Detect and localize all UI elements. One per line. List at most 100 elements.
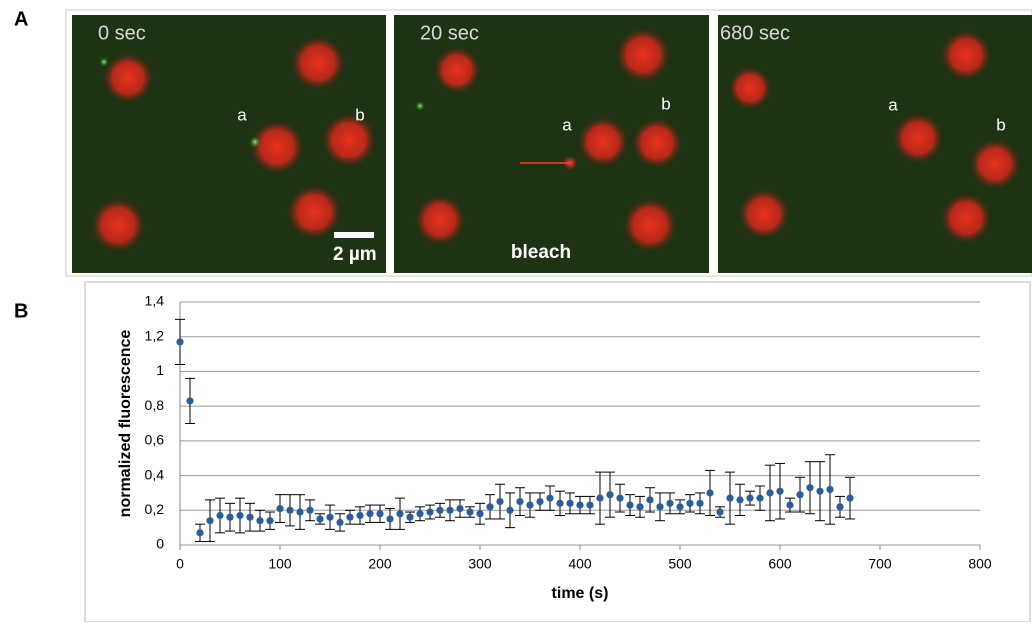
micrograph bbox=[72, 15, 386, 273]
data-point bbox=[386, 515, 394, 523]
data-point bbox=[776, 487, 784, 495]
y-tick-label: 1,2 bbox=[145, 327, 165, 343]
data-point bbox=[226, 513, 234, 521]
data-point bbox=[286, 506, 294, 514]
data-point bbox=[586, 501, 594, 509]
scale-bar-label: 2 µm bbox=[333, 244, 377, 265]
y-tick-label: 0,6 bbox=[145, 432, 165, 448]
data-point bbox=[626, 501, 634, 509]
micrograph bbox=[718, 15, 1032, 273]
x-tick-label: 100 bbox=[268, 556, 292, 572]
data-point bbox=[326, 513, 334, 521]
data-point bbox=[346, 513, 354, 521]
data-point bbox=[806, 484, 814, 492]
data-point bbox=[736, 496, 744, 504]
panel-label: A bbox=[14, 8, 28, 30]
data-point bbox=[816, 487, 824, 495]
data-point bbox=[216, 511, 224, 520]
x-tick-label: 600 bbox=[768, 556, 792, 572]
data-point bbox=[696, 499, 704, 507]
x-tick-label: 300 bbox=[468, 556, 492, 572]
data-point bbox=[196, 529, 204, 537]
cell-label: b bbox=[996, 115, 1005, 134]
data-point bbox=[526, 501, 534, 509]
data-point bbox=[466, 508, 474, 516]
data-point bbox=[456, 504, 464, 513]
cell-label: b bbox=[355, 105, 364, 124]
data-point bbox=[726, 494, 734, 502]
data-point bbox=[366, 510, 374, 518]
data-point bbox=[686, 499, 694, 507]
time-label: 20 sec bbox=[420, 22, 479, 44]
panel-label: B bbox=[14, 300, 28, 322]
data-point bbox=[486, 503, 494, 511]
data-point bbox=[546, 494, 554, 502]
time-label: 680 sec bbox=[720, 22, 790, 44]
y-tick-label: 0,4 bbox=[145, 466, 165, 482]
data-point bbox=[336, 518, 344, 527]
data-point bbox=[536, 498, 544, 506]
data-point bbox=[436, 506, 444, 514]
y-tick-label: 1,4 bbox=[145, 293, 165, 309]
data-point bbox=[796, 491, 804, 499]
data-point bbox=[376, 510, 384, 518]
data-point bbox=[396, 510, 404, 518]
data-point bbox=[836, 503, 844, 511]
data-point bbox=[296, 508, 304, 516]
data-point bbox=[706, 489, 714, 497]
data-point bbox=[176, 338, 184, 346]
data-point bbox=[416, 510, 424, 518]
cell-label: a bbox=[237, 105, 247, 124]
data-point bbox=[746, 494, 754, 502]
x-tick-label: 200 bbox=[368, 556, 392, 572]
data-point bbox=[256, 517, 264, 525]
cell-label: a bbox=[562, 115, 572, 134]
cell-label: b bbox=[661, 94, 670, 113]
y-tick-label: 0,8 bbox=[145, 397, 165, 413]
data-point bbox=[476, 510, 484, 518]
data-point bbox=[556, 499, 564, 507]
x-tick-label: 800 bbox=[968, 556, 992, 572]
data-point bbox=[306, 506, 314, 514]
data-point bbox=[576, 501, 584, 509]
data-point bbox=[636, 503, 644, 511]
data-point bbox=[646, 496, 654, 504]
data-point bbox=[596, 494, 604, 502]
data-point bbox=[846, 494, 854, 502]
data-point bbox=[656, 503, 664, 511]
data-point bbox=[496, 498, 504, 506]
data-point bbox=[616, 494, 624, 502]
x-axis-label: time (s) bbox=[552, 585, 609, 602]
data-point bbox=[426, 508, 434, 516]
data-point bbox=[356, 511, 364, 520]
data-point bbox=[316, 515, 324, 523]
y-tick-label: 1 bbox=[156, 362, 164, 378]
data-point bbox=[446, 506, 454, 514]
data-point bbox=[716, 508, 724, 516]
cell-label: a bbox=[888, 95, 898, 114]
data-point bbox=[676, 503, 684, 511]
y-tick-label: 0,2 bbox=[145, 501, 165, 517]
data-point bbox=[406, 513, 414, 521]
data-point bbox=[516, 498, 524, 506]
data-point bbox=[506, 506, 514, 514]
caption: bleach bbox=[511, 242, 571, 263]
data-point bbox=[246, 513, 254, 521]
x-tick-label: 500 bbox=[668, 556, 692, 572]
data-point bbox=[206, 517, 214, 525]
y-tick-label: 0 bbox=[156, 536, 164, 552]
micrograph bbox=[394, 15, 709, 273]
x-tick-label: 0 bbox=[176, 556, 184, 572]
y-axis-label: normalized fluorescence bbox=[117, 330, 134, 518]
data-point bbox=[756, 494, 764, 502]
data-point bbox=[826, 485, 834, 494]
x-tick-label: 700 bbox=[868, 556, 892, 572]
data-point bbox=[266, 517, 274, 525]
data-point bbox=[236, 511, 244, 520]
data-point bbox=[666, 499, 674, 507]
data-point bbox=[766, 489, 774, 497]
panel-frame bbox=[65, 9, 1032, 277]
data-point bbox=[786, 501, 794, 509]
data-point bbox=[276, 504, 284, 513]
